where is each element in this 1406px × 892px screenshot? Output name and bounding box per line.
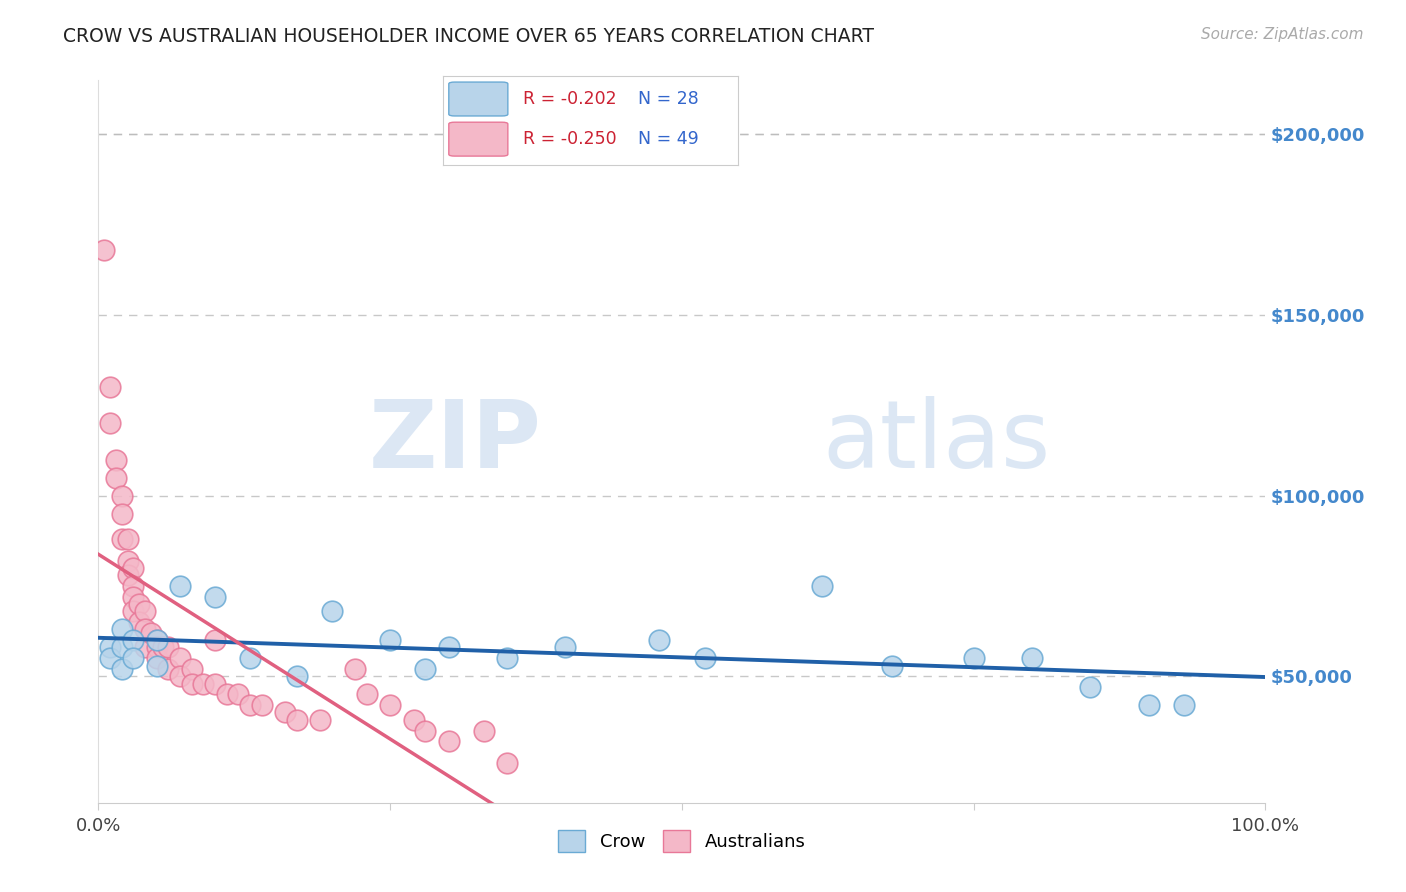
Point [880,658,903,673]
Point [309,713,332,727]
Point [169,579,191,593]
Point [152,640,174,655]
Point [356,687,378,701]
Point [437,734,460,748]
Point [169,651,191,665]
Point [1021,651,1043,665]
Point [215,687,238,701]
Text: atlas: atlas [823,395,1050,488]
Point [472,723,495,738]
Point [98,417,121,431]
Point [146,633,169,648]
Point [274,706,297,720]
Point [122,590,145,604]
Point [146,640,169,655]
Point [239,698,262,713]
Point [111,507,134,521]
Point [496,756,519,770]
Point [1137,698,1160,713]
Point [111,662,134,676]
Point [496,651,519,665]
Legend: Crow, Australians: Crow, Australians [551,822,813,859]
Point [962,651,984,665]
Point [117,554,139,568]
Point [93,243,115,257]
Point [204,676,226,690]
Point [128,615,150,630]
FancyBboxPatch shape [449,82,508,116]
Point [1080,680,1102,694]
Point [128,597,150,611]
Point [402,713,425,727]
Text: ZIP: ZIP [368,395,541,488]
Point [146,651,169,665]
Text: CROW VS AUSTRALIAN HOUSEHOLDER INCOME OVER 65 YEARS CORRELATION CHART: CROW VS AUSTRALIAN HOUSEHOLDER INCOME OV… [63,27,875,45]
Point [250,698,273,713]
Point [122,579,145,593]
Point [104,470,127,484]
FancyBboxPatch shape [449,122,508,156]
Point [380,698,402,713]
Point [204,633,226,648]
Point [380,633,402,648]
Point [344,662,367,676]
Point [169,669,191,683]
Point [146,633,169,648]
Point [117,532,139,546]
Point [134,623,156,637]
Point [1173,698,1195,713]
Point [157,662,180,676]
Point [647,633,669,648]
Text: R = -0.202: R = -0.202 [523,89,616,108]
Point [695,651,717,665]
Point [413,723,436,738]
Point [228,687,250,701]
Point [98,651,121,665]
Point [111,489,134,503]
Point [134,604,156,618]
Text: R = -0.250: R = -0.250 [523,129,616,148]
Point [98,380,121,394]
Point [139,626,162,640]
Point [811,579,834,593]
Point [117,568,139,582]
Text: N = 49: N = 49 [638,129,699,148]
Point [146,658,169,673]
Point [157,640,180,655]
Point [204,590,226,604]
Point [413,662,436,676]
Point [122,651,145,665]
Point [122,604,145,618]
Point [321,604,343,618]
Point [111,623,134,637]
Text: N = 28: N = 28 [638,89,699,108]
Point [193,676,215,690]
Point [98,640,121,655]
Point [285,669,308,683]
Point [554,640,576,655]
Point [180,662,202,676]
Point [239,651,262,665]
Point [285,713,308,727]
Point [111,532,134,546]
Point [122,633,145,648]
Point [134,640,156,655]
Point [437,640,460,655]
Point [180,676,202,690]
Text: Source: ZipAtlas.com: Source: ZipAtlas.com [1201,27,1364,42]
Point [122,561,145,575]
Point [104,452,127,467]
Point [111,640,134,655]
